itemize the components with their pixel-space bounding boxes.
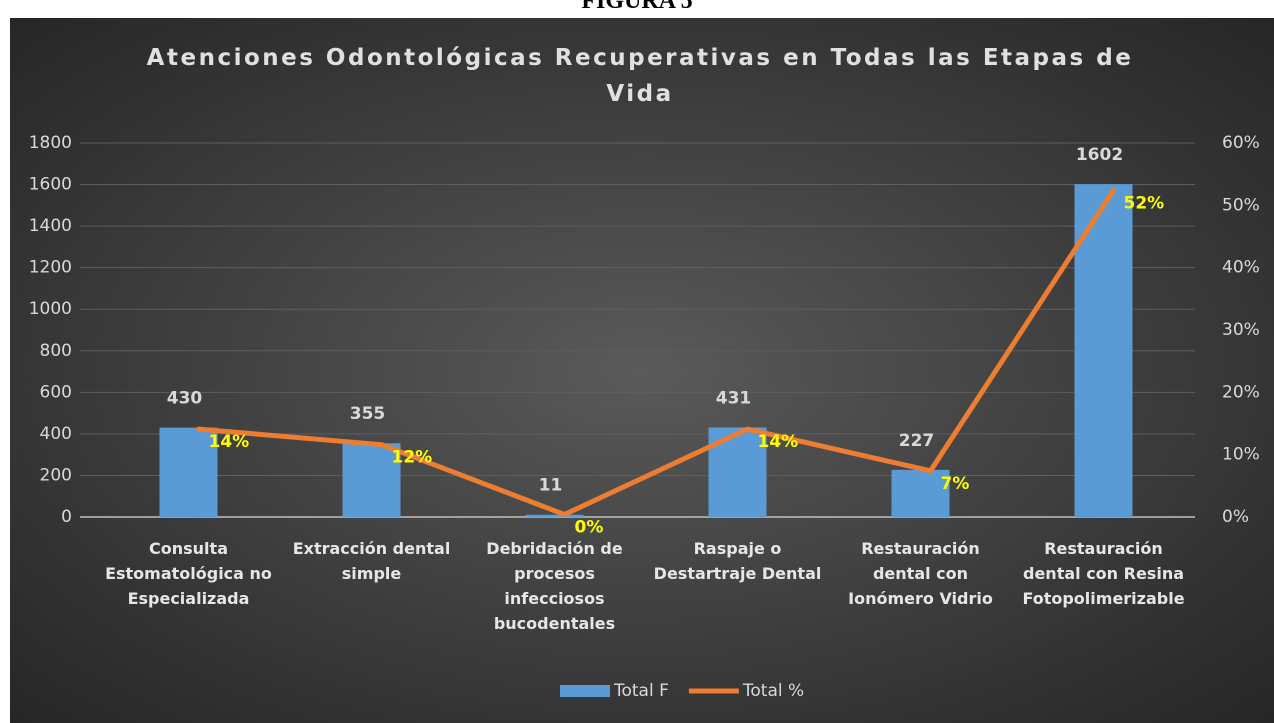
x-tick-label: Raspaje o Destartraje Dental <box>653 539 822 583</box>
legend-label: Total F <box>613 681 669 701</box>
x-tick-label: Consulta Estomatológica no Especializada <box>105 539 272 608</box>
chart-panel <box>10 18 1274 723</box>
y2-tick-label: 20% <box>1222 382 1260 402</box>
y2-tick-label: 60% <box>1222 133 1260 153</box>
x-tick-label: Restauración dental con Ionómero Vidrio <box>848 539 993 608</box>
x-tick-label: Restauración dental con Resina Fotopolim… <box>1022 539 1185 608</box>
x-tick-label: Debridación de procesos infecciosos buco… <box>486 539 623 633</box>
bar-value-label: 1602 <box>1076 145 1123 165</box>
bar <box>159 427 218 517</box>
bar-value-label: 355 <box>350 404 386 424</box>
y-tick-label: 1800 <box>29 133 72 153</box>
line-value-label: 0% <box>575 518 604 538</box>
y2-tick-label: 40% <box>1222 258 1260 278</box>
bar <box>342 443 401 517</box>
legend-label: Total % <box>742 681 804 701</box>
y-tick-label: 1400 <box>29 216 72 236</box>
bar-value-label: 227 <box>899 431 935 451</box>
y-tick-label: 1600 <box>29 175 72 195</box>
legend-swatch <box>560 685 610 697</box>
y-tick-label: 0 <box>61 507 72 527</box>
bar-value-label: 430 <box>167 389 203 409</box>
chart-title: Atenciones Odontológicas Recuperativas e… <box>146 45 1134 107</box>
line-value-label: 7% <box>941 474 970 494</box>
bar-value-label: 431 <box>716 388 752 408</box>
y2-tick-label: 30% <box>1222 320 1260 340</box>
bar-value-label: 11 <box>539 476 563 496</box>
x-tick-label: Extracción dental simple <box>292 539 451 583</box>
y2-tick-label: 10% <box>1222 445 1260 465</box>
line-value-label: 52% <box>1124 193 1165 213</box>
y-tick-label: 1200 <box>29 258 72 278</box>
line-value-label: 14% <box>209 432 250 452</box>
y2-tick-label: 50% <box>1222 195 1260 215</box>
y2-tick-label: 0% <box>1222 507 1249 527</box>
line-value-label: 14% <box>758 432 799 452</box>
figure-label: FIGURA 5 <box>581 0 693 14</box>
y-tick-label: 400 <box>40 424 72 444</box>
bar <box>891 469 950 517</box>
line-series <box>196 187 1116 518</box>
y-tick-label: 1000 <box>29 299 72 319</box>
line-value-label: 12% <box>392 448 433 468</box>
y-tick-label: 600 <box>40 382 72 402</box>
y-tick-label: 800 <box>40 341 72 361</box>
y-tick-label: 200 <box>40 465 72 485</box>
bar <box>525 514 584 517</box>
